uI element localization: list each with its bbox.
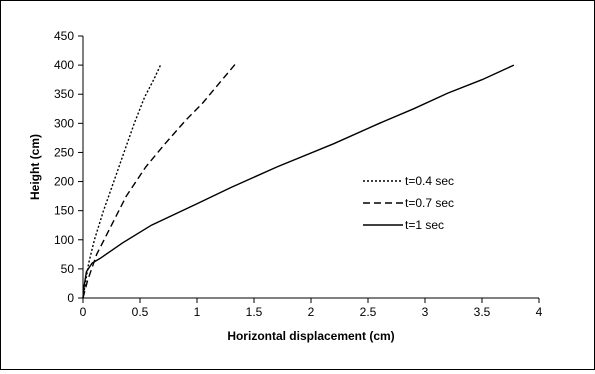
y-tick-label: 150 — [54, 204, 74, 218]
y-tick-label: 100 — [54, 233, 74, 247]
y-axis-ticks: 0 50 100 150 200 250 300 350 400 450 — [54, 29, 83, 305]
legend: t=0.4 sec t=0.7 sec t=1 sec — [363, 174, 454, 232]
y-tick-label: 350 — [54, 87, 74, 101]
x-tick-label: 0.5 — [132, 305, 149, 319]
y-tick-label: 300 — [54, 116, 74, 130]
series-line-1 — [82, 61, 238, 299]
y-tick-label: 450 — [54, 29, 74, 43]
y-tick-label: 0 — [67, 291, 74, 305]
legend-label-0: t=0.4 sec — [405, 174, 454, 188]
x-tick-label: 2 — [308, 305, 315, 319]
x-tick-label: 1 — [194, 305, 201, 319]
series-line-2 — [82, 64, 515, 299]
legend-label-2: t=1 sec — [405, 218, 444, 232]
series-layer — [82, 61, 515, 299]
y-tick-label: 50 — [61, 262, 75, 276]
series-line-0 — [82, 64, 162, 299]
y-tick-label: 250 — [54, 145, 74, 159]
y-tick-label: 400 — [54, 58, 74, 72]
y-tick-label: 200 — [54, 175, 74, 189]
x-tick-label: 2.5 — [360, 305, 377, 319]
y-axis-title: Height (cm) — [28, 134, 42, 200]
axes — [82, 36, 539, 299]
x-tick-label: 0 — [80, 305, 87, 319]
x-tick-label: 3.5 — [474, 305, 491, 319]
x-axis-ticks: 0 0.5 1 1.5 2 2.5 3 3.5 4 — [80, 298, 543, 319]
legend-label-1: t=0.7 sec — [405, 196, 454, 210]
x-axis-title: Horizontal displacement (cm) — [227, 329, 394, 343]
x-tick-label: 1.5 — [246, 305, 263, 319]
x-tick-label: 4 — [536, 305, 543, 319]
x-tick-label: 3 — [422, 305, 429, 319]
